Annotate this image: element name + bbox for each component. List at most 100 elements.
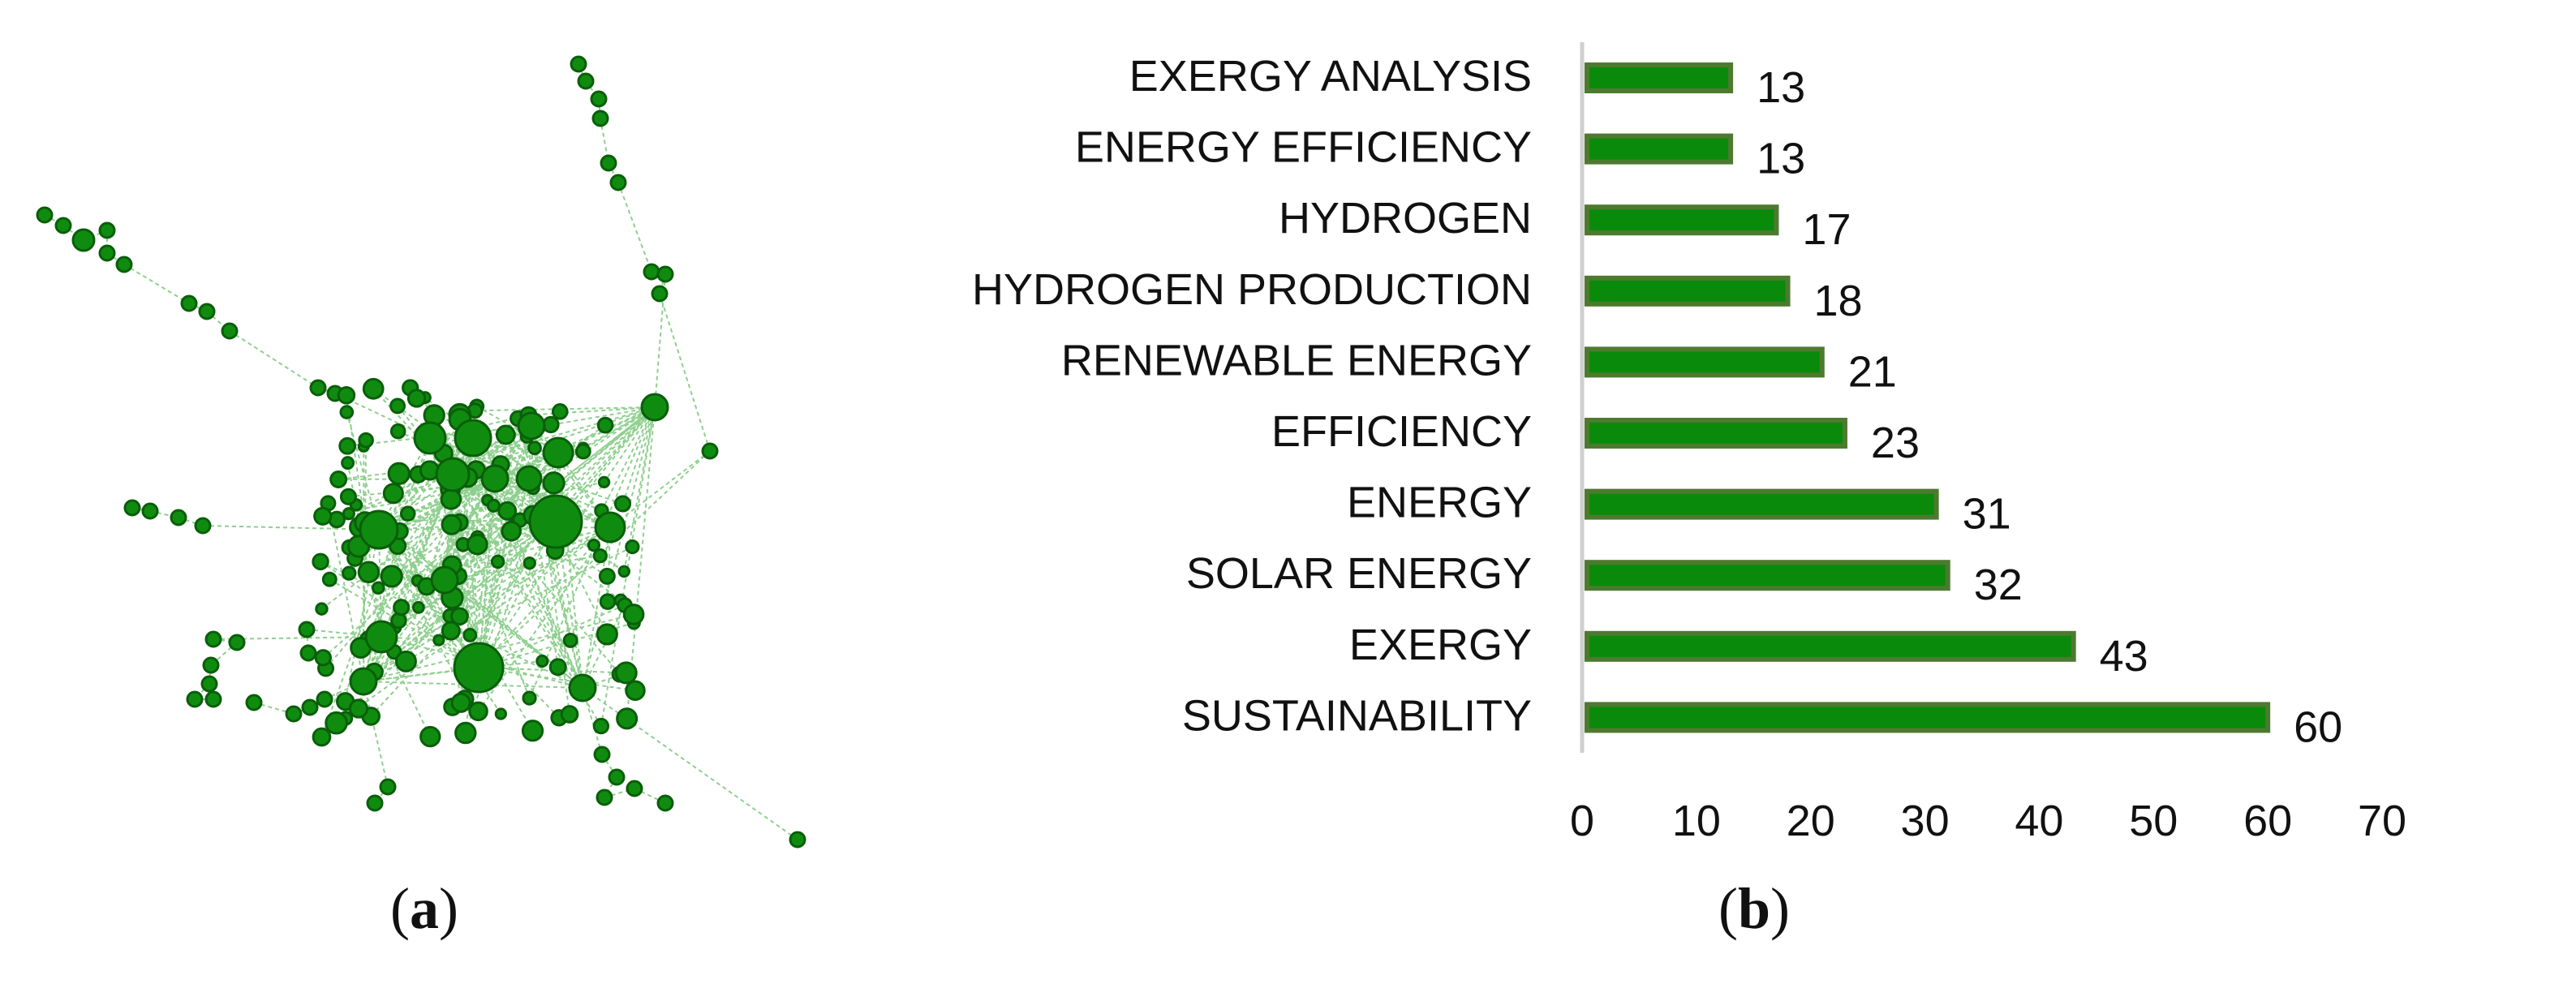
network-node [342,565,357,581]
network-node [440,488,462,510]
network-node [339,405,355,419]
network-node [366,794,384,812]
network-node [245,694,263,711]
network-node [141,502,159,520]
network-edge [391,406,656,578]
network-node [393,599,411,617]
network-node [454,721,477,745]
network-node [411,600,425,614]
network-edge [378,529,467,698]
network-edge [452,474,608,578]
value-labels: 13 13 17 18 21 23 31 32 43 60 [1757,63,2342,751]
network-node [548,658,567,677]
bar [1585,488,1939,520]
network-node [560,705,579,724]
value-label: 31 [1963,490,2011,539]
network-node [54,217,72,234]
network-edge [418,406,656,475]
network-edge [478,667,636,692]
network-node [613,495,632,513]
value-label: 23 [1871,419,1920,467]
network-node [349,667,378,696]
network-node [364,620,398,654]
network-edge [494,478,551,503]
network-edge [582,604,626,689]
network-node [435,457,471,492]
network-node [371,581,385,595]
network-node [339,488,357,505]
panel-label-b: (b) [1718,876,1790,941]
network-node [626,780,643,797]
network-node [362,377,385,400]
network-node [591,110,609,127]
network-edge [429,425,532,439]
bar [1585,346,1825,378]
network-node [309,379,327,397]
bar [1585,133,1734,165]
network-node [497,501,518,521]
network-edge [494,478,566,514]
network-node [523,556,536,570]
network-node [466,533,488,556]
network-node [194,517,212,535]
network-edge [373,474,454,672]
network-node [542,415,560,434]
network-edge [492,505,583,689]
network-node [313,506,333,526]
network-edge [634,788,666,804]
network-node [528,494,583,549]
network-node [568,673,597,703]
network-node [341,456,355,471]
network-node [312,727,332,747]
x-tick-label: 60 [2243,797,2292,845]
network-edge [213,636,382,640]
network-node [202,656,220,674]
network-node [441,621,461,641]
network-edge [363,667,480,682]
network-node [617,565,630,578]
network-node [494,707,507,720]
network-edge [582,687,798,840]
network-node [198,303,216,320]
network-node [522,690,537,706]
network-edge [388,527,583,689]
x-tick-label: 40 [2015,797,2063,845]
network-node [348,698,369,719]
network-node [441,513,462,535]
network-node [521,720,544,742]
value-label: 43 [2100,632,2148,681]
network-edge [368,437,474,641]
network-node [299,644,317,662]
category-label: SUSTAINABILITY [1182,691,1532,740]
network-node [701,442,719,460]
network-node [450,692,471,713]
network-edge [363,681,389,788]
network-node [594,511,626,544]
network-node [656,794,674,812]
network-node [432,634,445,647]
network-edge [355,504,480,668]
network-node [625,539,640,555]
network-node [204,690,222,708]
network-node [640,393,669,422]
network-node [599,593,617,610]
network-edge [528,406,656,479]
bar-chart: EXERGY ANALYSIS ENERGY EFFICIENCY HYDROGEN… [972,42,2406,845]
value-label: 17 [1802,205,1851,254]
category-label: ENERGY EFFICIENCY [1075,123,1532,172]
network-edge [393,474,454,629]
network-edge [381,636,439,642]
network-node [285,705,303,723]
bar [1585,702,2271,733]
network-edge [600,406,656,512]
network-edge [306,629,382,638]
network-node [562,632,578,648]
network-edge [478,450,711,668]
network-node [608,768,626,786]
bar [1585,204,1779,236]
network-node [656,265,674,283]
network-node [501,520,522,542]
network-edge [335,526,611,724]
network-node [789,831,806,849]
